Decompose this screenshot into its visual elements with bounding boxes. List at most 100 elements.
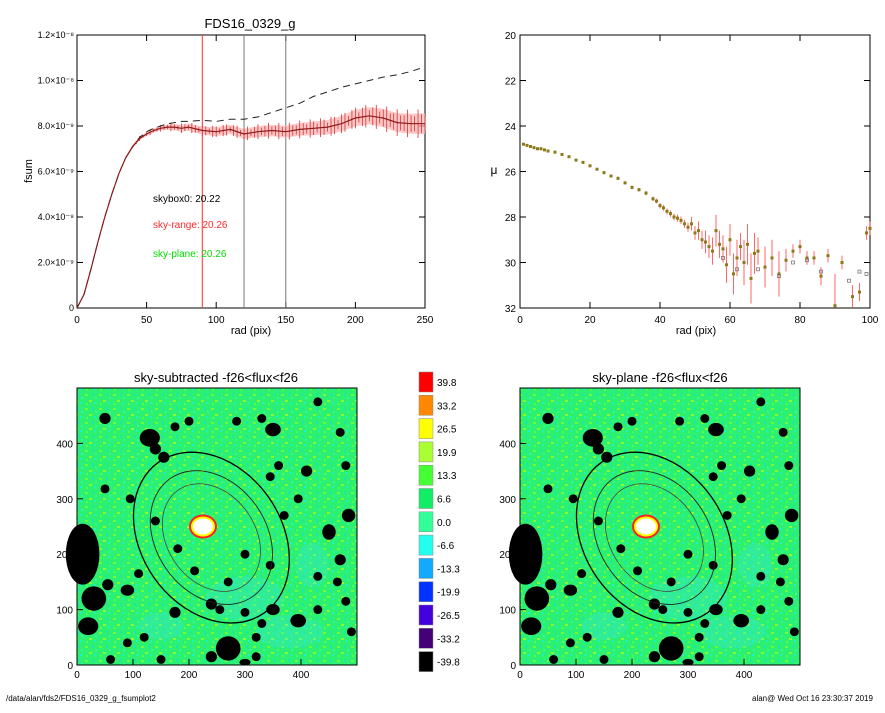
galaxy-core-white bbox=[636, 518, 656, 535]
masked-source bbox=[683, 549, 693, 559]
mu-point bbox=[746, 242, 749, 246]
user-timestamp: alan@ Wed Oct 16 23:30:37 2019 bbox=[752, 694, 873, 703]
mu-plot-frame bbox=[519, 34, 871, 309]
y-tick-label: 1.0×10⁻⁸ bbox=[38, 76, 75, 86]
mu-open-point bbox=[819, 269, 823, 274]
img1-x-ticks: 0 100 200 300 400 bbox=[74, 659, 310, 681]
masked-source bbox=[775, 577, 785, 587]
masked-source bbox=[170, 422, 180, 432]
mu-point bbox=[865, 231, 868, 235]
mu-point bbox=[763, 265, 767, 269]
image-frame bbox=[519, 387, 801, 666]
masked-source bbox=[717, 461, 727, 470]
masked-source bbox=[648, 651, 661, 663]
colorbar-label: -33.2 bbox=[437, 634, 460, 645]
mu-point bbox=[714, 229, 718, 233]
mu-point bbox=[655, 199, 658, 203]
masked-source bbox=[313, 571, 323, 581]
y-tick-label: 20 bbox=[505, 31, 517, 42]
mu-point bbox=[532, 146, 536, 150]
mu-point bbox=[543, 148, 546, 152]
sky-cooler-region bbox=[138, 612, 184, 641]
sky-radius-markers bbox=[201, 35, 287, 308]
mu-point bbox=[567, 155, 571, 159]
mu-y-ticks: 20 22 24 26 28 30 32 bbox=[505, 31, 870, 315]
colorbar-swatch bbox=[418, 534, 434, 556]
masked-source bbox=[777, 554, 789, 566]
mu-point bbox=[693, 231, 697, 235]
mu-point bbox=[560, 152, 564, 156]
masked-source bbox=[708, 472, 718, 482]
masked-source bbox=[346, 627, 356, 637]
x-tick-label: 200 bbox=[624, 670, 641, 681]
colorbar-swatch bbox=[418, 558, 434, 579]
masked-source bbox=[784, 596, 794, 606]
colorbar-swatch bbox=[418, 395, 434, 416]
mu-point bbox=[851, 295, 854, 299]
masked-source bbox=[545, 579, 557, 591]
masked-source bbox=[293, 494, 303, 504]
y-tick-label: 30 bbox=[505, 259, 517, 270]
mu-point bbox=[739, 245, 742, 249]
masked-source bbox=[675, 416, 685, 426]
aperture-ellipse bbox=[592, 470, 716, 605]
masked-source bbox=[240, 607, 250, 617]
mu-point bbox=[616, 176, 620, 180]
y-tick-label: 0 bbox=[67, 661, 73, 672]
mu-point bbox=[574, 158, 578, 162]
mu-point bbox=[819, 274, 823, 278]
y-tick-label: 26 bbox=[505, 168, 517, 179]
mu-point bbox=[812, 256, 816, 260]
masked-source bbox=[613, 422, 623, 432]
masked-source bbox=[565, 638, 575, 648]
fsum-x-label: rad (pix) bbox=[231, 325, 271, 337]
mu-point bbox=[718, 242, 721, 246]
y-tick-label: 100 bbox=[56, 606, 73, 617]
masked-source bbox=[616, 544, 626, 554]
x-tick-label: 0 bbox=[74, 315, 80, 326]
sky-cooler-region bbox=[205, 576, 285, 621]
masked-source bbox=[184, 416, 194, 426]
masked-source bbox=[744, 465, 756, 477]
x-tick-label: 0 bbox=[517, 670, 523, 681]
fsum-solid-series bbox=[76, 115, 425, 309]
y-tick-label: 32 bbox=[505, 304, 517, 315]
masked-source bbox=[756, 571, 766, 581]
colorbar-label: -26.5 bbox=[437, 611, 460, 622]
x-tick-label: 150 bbox=[277, 315, 294, 326]
masked-source bbox=[648, 598, 661, 610]
x-tick-label: 400 bbox=[736, 670, 753, 681]
y-tick-label: 400 bbox=[56, 439, 73, 450]
masked-source bbox=[122, 638, 132, 648]
aperture-ellipse bbox=[604, 483, 704, 592]
masked-source bbox=[215, 636, 241, 661]
colorbar-label: -13.3 bbox=[437, 564, 460, 575]
img2-y-ticks: 0 100 200 300 400 bbox=[499, 439, 526, 672]
masked-source bbox=[563, 584, 578, 596]
masked-source bbox=[708, 560, 718, 570]
fsum-y-label: fsum bbox=[23, 159, 35, 183]
x-tick-label: 0 bbox=[74, 670, 80, 681]
x-tick-label: 50 bbox=[141, 315, 153, 326]
mu-x-ticks: 0 20 40 60 80 100 bbox=[517, 35, 879, 326]
masked-source bbox=[134, 569, 144, 579]
sky-subtracted-image-panel: sky-subtracted -f26<flux<f26 0 100 200 300 4… bbox=[56, 370, 358, 681]
masked-source bbox=[205, 598, 217, 610]
masked-source bbox=[789, 627, 799, 637]
colorbar-swatch bbox=[418, 418, 434, 439]
masked-source bbox=[279, 510, 289, 520]
masked-source bbox=[756, 605, 766, 615]
masked-source bbox=[232, 416, 242, 426]
y-tick-label: 200 bbox=[56, 550, 73, 561]
mu-point bbox=[529, 144, 532, 148]
x-tick-label: 100 bbox=[208, 315, 225, 326]
mu-point bbox=[753, 251, 756, 255]
mu-point bbox=[546, 149, 550, 153]
mu-point bbox=[742, 261, 746, 264]
fsum-plot-frame bbox=[76, 34, 426, 309]
colorbar-label: -39.8 bbox=[437, 658, 460, 669]
mu-points bbox=[522, 142, 872, 308]
mu-open-point bbox=[735, 267, 739, 272]
mu-point bbox=[721, 247, 725, 251]
masked-source bbox=[733, 614, 750, 628]
